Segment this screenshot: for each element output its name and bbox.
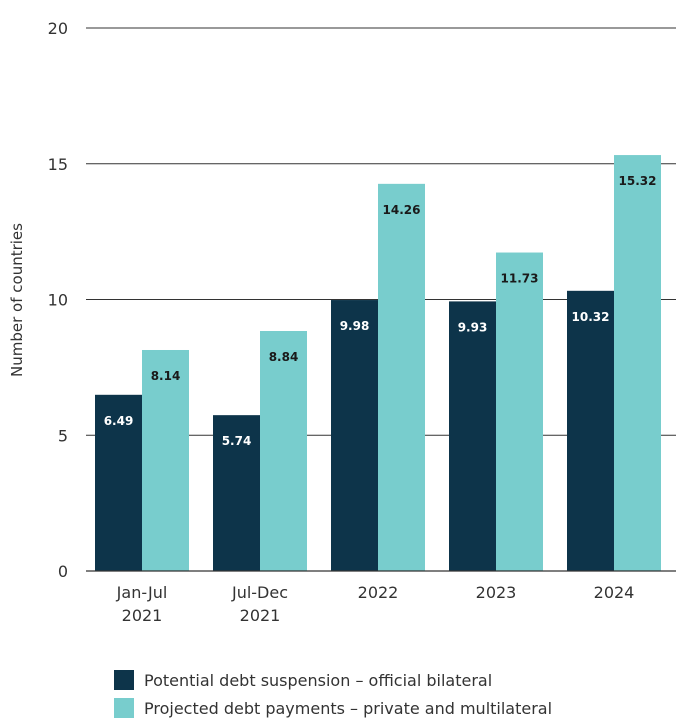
legend-label: Potential debt suspension – official bil… — [144, 670, 493, 690]
bar — [260, 330, 307, 571]
legend: Potential debt suspension – official bil… — [114, 666, 552, 722]
bar — [331, 300, 378, 571]
x-tick-label: 2022 — [358, 583, 399, 602]
data-label: 11.73 — [501, 272, 539, 286]
y-tick-label: 20 — [48, 19, 68, 38]
bar — [378, 183, 425, 571]
bar — [614, 155, 661, 571]
data-label: 10.32 — [572, 310, 610, 324]
data-label: 9.98 — [340, 319, 370, 333]
bar — [449, 301, 496, 571]
axes: 0 5 10 15 20 Jan-Jul 2021 Jul-Dec 2021 2022 2023 20… — [48, 19, 676, 625]
data-label: 8.84 — [269, 350, 299, 364]
data-label: 9.93 — [458, 320, 488, 334]
bars — [95, 155, 661, 571]
y-tick-label: 5 — [58, 426, 68, 445]
bar — [213, 415, 260, 571]
y-tick-label: 0 — [58, 562, 68, 581]
bar — [142, 349, 189, 571]
bar — [567, 290, 614, 571]
data-label: 14.26 — [383, 203, 421, 217]
x-tick-label: Jan-Jul 2021 — [116, 583, 168, 625]
legend-label: Projected debt payments – private and mu… — [144, 698, 553, 718]
bar-chart: 6.49 5.74 9.98 9.93 10.32 8.14 8.84 14.26 11.73 1… — [8, 19, 676, 625]
bar — [95, 394, 142, 571]
bar — [496, 252, 543, 571]
legend-swatch — [114, 670, 134, 690]
data-label: 5.74 — [222, 434, 252, 448]
y-tick-label: 15 — [48, 155, 68, 174]
y-axis-title: Number of countries — [8, 223, 26, 377]
data-label: 6.49 — [104, 414, 134, 428]
x-tick-label: 2023 — [476, 583, 517, 602]
y-tick-label: 10 — [48, 291, 68, 310]
data-label: 15.32 — [619, 174, 657, 188]
legend-item-official-bilateral: Potential debt suspension – official bil… — [114, 666, 552, 694]
legend-swatch — [114, 698, 134, 718]
x-tick-label: 2024 — [594, 583, 635, 602]
data-label: 8.14 — [151, 369, 181, 383]
x-tick-label: Jul-Dec 2021 — [231, 583, 288, 625]
legend-item-private-multilateral: Projected debt payments – private and mu… — [114, 694, 552, 722]
data-labels: 6.49 5.74 9.98 9.93 10.32 8.14 8.84 14.26 11.73 1… — [104, 174, 657, 448]
